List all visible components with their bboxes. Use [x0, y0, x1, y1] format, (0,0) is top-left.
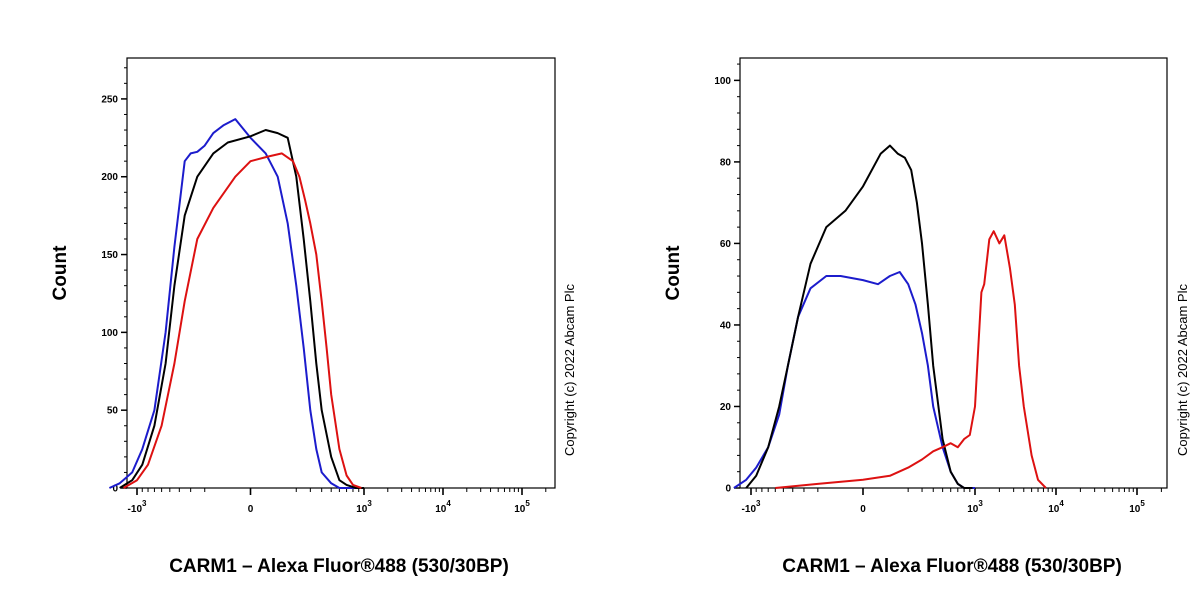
- y-tick-label: 80: [720, 157, 732, 168]
- y-axis: 0 50 100 150 200 250: [101, 67, 127, 495]
- x-axis-title: CARM1 – Alexa Fluor®488 (530/30BP): [782, 556, 1122, 577]
- x-tick-exponent: 5: [525, 499, 530, 508]
- x-tick-label: 103: [967, 499, 983, 515]
- y-tick-label: 100: [714, 76, 731, 87]
- x-tick-exponent: 3: [367, 499, 372, 508]
- y-axis-title: Count: [663, 245, 684, 301]
- x-tick-base: 10: [1048, 504, 1060, 515]
- x-tick-label: 104: [1048, 499, 1064, 515]
- x-tick-base: 10: [1129, 504, 1141, 515]
- copyright-text: Copyright (c) 2022 Abcam Plc: [562, 284, 577, 456]
- x-tick-exponent: 3: [142, 499, 147, 508]
- histogram-curve-black: [119, 129, 364, 489]
- histogram-curve-blue: [108, 118, 364, 489]
- copyright-text: Copyright (c) 2022 Abcam Plc: [1175, 284, 1190, 456]
- x-tick-base: 10: [514, 504, 526, 515]
- histogram-curve-blue: [733, 271, 975, 489]
- y-tick-label: 60: [720, 239, 732, 250]
- histogram-curve-red: [123, 152, 362, 489]
- y-tick-label: 50: [107, 406, 119, 417]
- x-tick-label: 103: [356, 499, 372, 515]
- x-axis-title: CARM1 – Alexa Fluor®488 (530/30BP): [169, 556, 509, 577]
- x-tick-base: 10: [435, 504, 447, 515]
- plot-frame: [739, 57, 1168, 489]
- x-tick-label: 104: [435, 499, 451, 515]
- y-tick-label: 40: [720, 320, 732, 331]
- y-tick-label: 250: [101, 94, 118, 105]
- x-tick-label: -103: [128, 499, 147, 515]
- x-tick-label: 105: [514, 499, 530, 515]
- y-tick-label: 200: [101, 172, 118, 183]
- x-tick-exponent: 3: [978, 499, 983, 508]
- x-tick-label: -103: [742, 499, 761, 515]
- x-tick-base: 10: [967, 504, 979, 515]
- y-axis: 0 20 40 60 80 100: [714, 63, 740, 495]
- x-tick-base: 0: [248, 504, 254, 515]
- x-tick-exponent: 3: [756, 499, 761, 508]
- series-group: [108, 118, 364, 489]
- y-tick-label: 20: [720, 402, 732, 413]
- x-tick-label: 0: [248, 504, 254, 515]
- histogram-curve-black: [745, 144, 973, 489]
- x-tick-exponent: 4: [446, 499, 451, 508]
- y-axis-title: Count: [50, 245, 71, 301]
- series-group: [733, 144, 1047, 489]
- x-tick-label: 0: [860, 504, 866, 515]
- x-tick-exponent: 4: [1059, 499, 1064, 508]
- x-tick-exponent: 5: [1140, 499, 1145, 508]
- histogram-curve-red: [775, 230, 1047, 489]
- y-tick-label: 150: [101, 250, 118, 261]
- y-tick-label: 0: [112, 484, 118, 495]
- x-tick-base: -10: [742, 504, 757, 515]
- x-tick-base: 10: [356, 504, 368, 515]
- x-tick-base: 0: [860, 504, 866, 515]
- x-tick-label: 105: [1129, 499, 1145, 515]
- y-tick-label: 100: [101, 328, 118, 339]
- x-tick-base: -10: [128, 504, 143, 515]
- y-tick-label: 0: [725, 484, 731, 495]
